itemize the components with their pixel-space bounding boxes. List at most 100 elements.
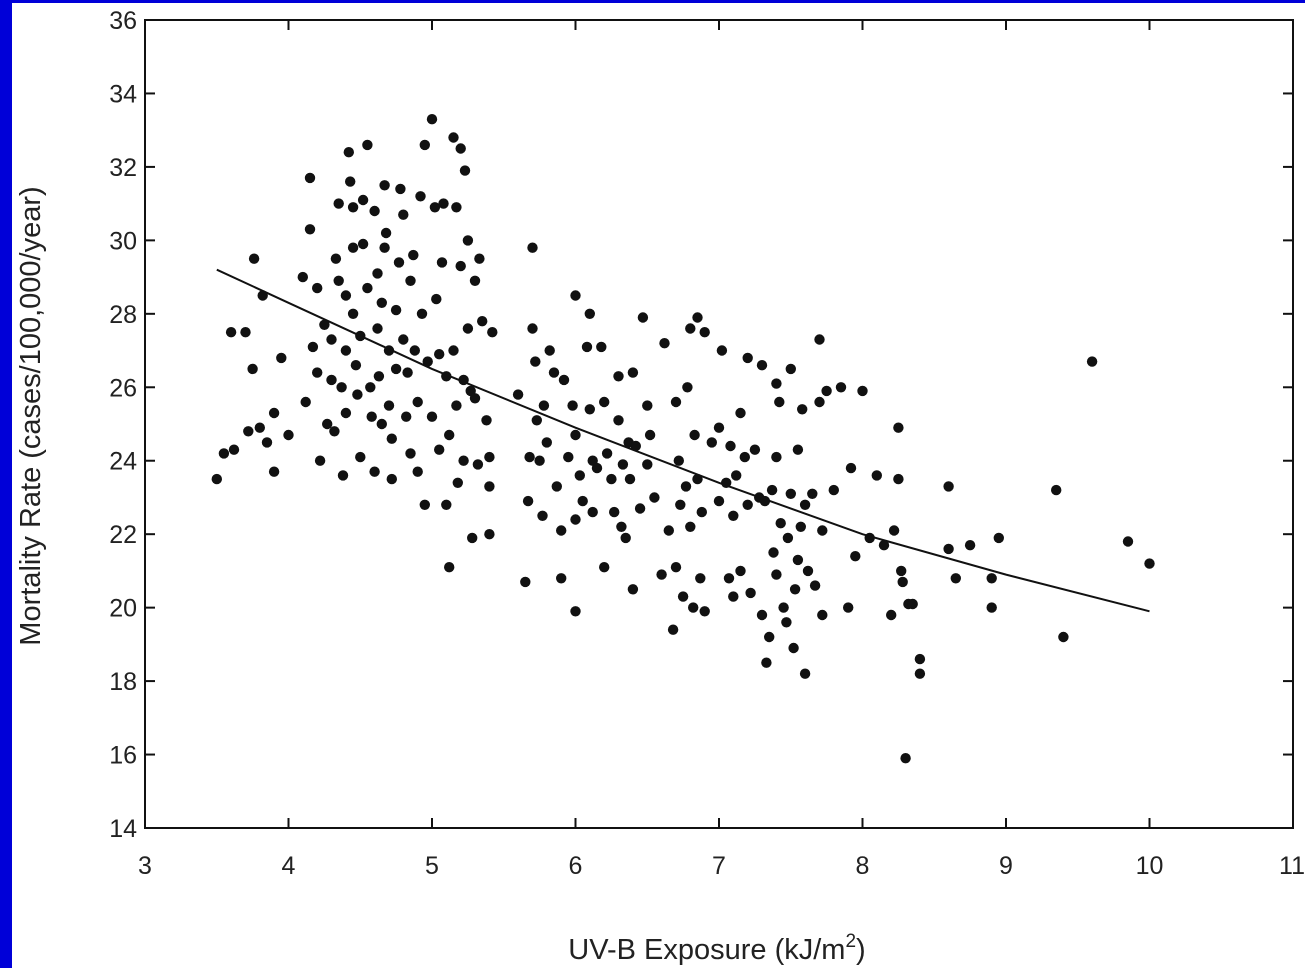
data-point bbox=[333, 198, 344, 209]
data-point bbox=[347, 242, 359, 253]
data-point bbox=[606, 473, 617, 485]
data-point bbox=[386, 433, 397, 444]
data-point bbox=[749, 444, 761, 455]
data-point bbox=[682, 382, 693, 393]
x-tick-label: 9 bbox=[999, 852, 1013, 880]
data-point bbox=[943, 543, 954, 555]
data-point bbox=[788, 642, 799, 654]
data-point bbox=[620, 532, 631, 544]
data-point bbox=[742, 499, 753, 510]
data-point bbox=[524, 451, 535, 463]
data-point bbox=[613, 415, 624, 426]
data-point bbox=[581, 341, 593, 353]
data-point bbox=[412, 466, 423, 477]
data-point bbox=[843, 602, 854, 613]
data-point bbox=[254, 422, 265, 433]
y-tick-label: 32 bbox=[109, 154, 137, 182]
x-tick-label: 6 bbox=[569, 852, 583, 880]
data-point bbox=[723, 573, 735, 584]
data-point bbox=[352, 389, 363, 400]
data-point bbox=[675, 499, 686, 510]
data-point bbox=[357, 194, 369, 206]
data-point bbox=[541, 437, 552, 448]
data-point bbox=[225, 327, 237, 338]
data-point bbox=[451, 202, 462, 213]
data-point bbox=[444, 562, 455, 573]
data-point bbox=[462, 323, 474, 334]
data-point bbox=[469, 393, 481, 404]
data-point bbox=[527, 323, 538, 334]
data-point bbox=[452, 477, 463, 488]
data-point bbox=[322, 418, 333, 430]
data-point bbox=[243, 426, 254, 437]
data-point bbox=[627, 584, 639, 595]
data-point bbox=[520, 576, 531, 588]
data-point bbox=[642, 459, 653, 470]
data-point bbox=[401, 411, 412, 422]
data-point bbox=[778, 602, 789, 613]
y-tick-label: 36 bbox=[109, 7, 137, 35]
data-point bbox=[380, 227, 392, 239]
data-point bbox=[419, 139, 430, 151]
x-axis-label-tail: ) bbox=[856, 934, 866, 966]
data-point bbox=[897, 576, 908, 588]
data-point bbox=[441, 371, 452, 382]
data-point bbox=[888, 525, 900, 536]
data-point bbox=[634, 503, 646, 514]
data-point bbox=[789, 584, 801, 595]
data-point bbox=[742, 352, 753, 364]
data-point bbox=[459, 165, 471, 176]
data-point bbox=[340, 407, 352, 419]
data-point bbox=[914, 653, 926, 665]
y-tick-label: 16 bbox=[109, 742, 137, 770]
data-point bbox=[642, 400, 653, 411]
data-point bbox=[376, 297, 387, 308]
data-point bbox=[434, 444, 445, 455]
data-point bbox=[522, 495, 534, 507]
data-point bbox=[599, 396, 610, 408]
data-point bbox=[426, 411, 438, 422]
data-point bbox=[814, 334, 825, 345]
data-point bbox=[663, 525, 674, 536]
data-point bbox=[467, 532, 478, 544]
data-point bbox=[728, 591, 739, 602]
data-point bbox=[716, 345, 728, 356]
data-point bbox=[268, 407, 280, 419]
data-point bbox=[484, 451, 495, 463]
data-point bbox=[548, 367, 560, 378]
data-point bbox=[761, 657, 772, 668]
data-point bbox=[441, 499, 452, 510]
data-point bbox=[781, 617, 792, 628]
y-tick-label: 26 bbox=[109, 374, 137, 402]
data-point bbox=[792, 444, 804, 455]
data-point bbox=[692, 473, 703, 485]
x-tick-label: 11 bbox=[1279, 852, 1305, 880]
data-point bbox=[350, 360, 362, 371]
x-tick-label: 4 bbox=[282, 852, 296, 880]
data-point bbox=[764, 631, 775, 643]
data-point bbox=[728, 510, 739, 521]
data-point bbox=[835, 382, 847, 393]
data-point bbox=[1058, 631, 1069, 643]
data-point bbox=[713, 422, 725, 433]
data-point bbox=[771, 569, 782, 580]
x-ticks: 3 4 5 6 7 8 9 10 11 bbox=[138, 20, 1305, 880]
data-point bbox=[340, 290, 352, 301]
data-point bbox=[570, 514, 581, 525]
y-tick-label: 14 bbox=[109, 815, 137, 843]
data-point bbox=[444, 429, 455, 441]
data-point bbox=[821, 385, 832, 397]
x-axis-label-main: UV-B Exposure (kJ/m bbox=[568, 934, 845, 966]
data-point bbox=[799, 668, 811, 679]
data-point bbox=[343, 147, 354, 158]
data-point bbox=[914, 668, 926, 679]
data-point bbox=[713, 495, 725, 507]
data-point bbox=[677, 591, 689, 602]
data-point bbox=[893, 422, 904, 433]
data-point bbox=[756, 609, 768, 621]
data-point bbox=[993, 532, 1004, 544]
data-point bbox=[333, 275, 344, 286]
data-point bbox=[601, 448, 613, 459]
data-point bbox=[472, 459, 484, 470]
